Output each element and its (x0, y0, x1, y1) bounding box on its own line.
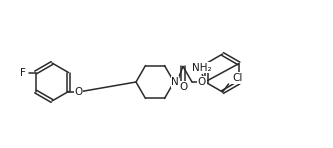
Text: O: O (198, 77, 206, 87)
Text: NH₂: NH₂ (192, 62, 212, 73)
Text: Cl: Cl (232, 73, 243, 83)
Text: O: O (179, 82, 187, 92)
Text: N: N (171, 77, 179, 87)
Text: F: F (20, 67, 26, 78)
Text: O: O (74, 86, 83, 96)
